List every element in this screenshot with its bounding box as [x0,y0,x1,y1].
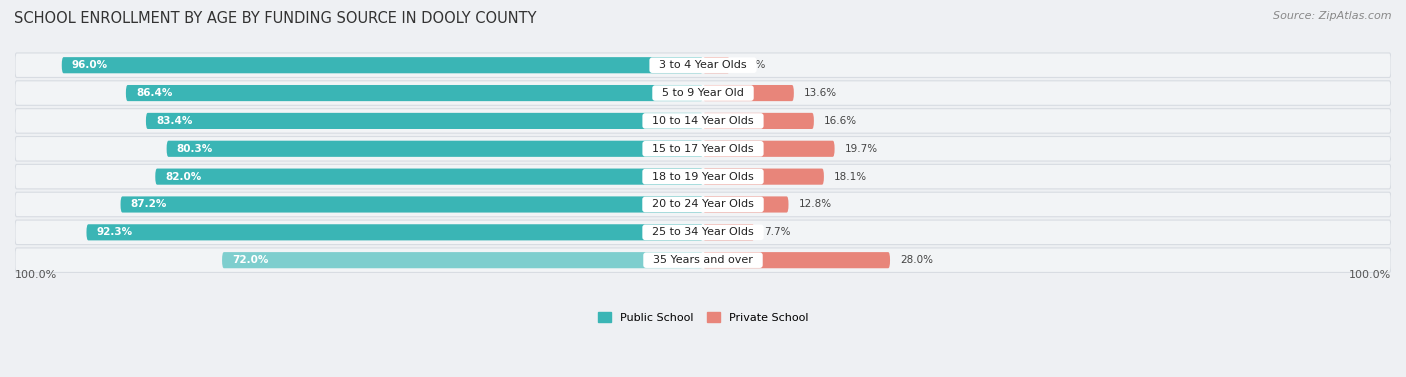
FancyBboxPatch shape [703,141,835,157]
Text: 80.3%: 80.3% [177,144,212,154]
FancyBboxPatch shape [15,136,1391,161]
FancyBboxPatch shape [15,81,1391,105]
FancyBboxPatch shape [146,113,703,129]
Text: 4.0%: 4.0% [740,60,766,70]
FancyBboxPatch shape [15,53,1391,77]
Text: 96.0%: 96.0% [72,60,108,70]
Text: 12.8%: 12.8% [799,199,831,210]
Text: 35 Years and over: 35 Years and over [647,255,759,265]
FancyBboxPatch shape [15,220,1391,245]
FancyBboxPatch shape [62,57,703,73]
Text: 10 to 14 Year Olds: 10 to 14 Year Olds [645,116,761,126]
FancyBboxPatch shape [703,85,794,101]
FancyBboxPatch shape [127,85,703,101]
Text: Source: ZipAtlas.com: Source: ZipAtlas.com [1274,11,1392,21]
Legend: Public School, Private School: Public School, Private School [593,308,813,327]
FancyBboxPatch shape [703,169,824,185]
Text: 86.4%: 86.4% [136,88,173,98]
FancyBboxPatch shape [703,252,890,268]
FancyBboxPatch shape [703,224,755,241]
Text: 15 to 17 Year Olds: 15 to 17 Year Olds [645,144,761,154]
FancyBboxPatch shape [15,192,1391,217]
Text: 13.6%: 13.6% [804,88,837,98]
Text: 87.2%: 87.2% [131,199,167,210]
Text: 83.4%: 83.4% [156,116,193,126]
FancyBboxPatch shape [703,196,789,213]
FancyBboxPatch shape [703,113,814,129]
Text: 19.7%: 19.7% [845,144,877,154]
FancyBboxPatch shape [15,109,1391,133]
Text: 72.0%: 72.0% [232,255,269,265]
FancyBboxPatch shape [703,57,730,73]
Text: 7.7%: 7.7% [765,227,792,238]
Text: 25 to 34 Year Olds: 25 to 34 Year Olds [645,227,761,238]
FancyBboxPatch shape [15,164,1391,189]
Text: 18.1%: 18.1% [834,172,868,182]
Text: 16.6%: 16.6% [824,116,858,126]
Text: 20 to 24 Year Olds: 20 to 24 Year Olds [645,199,761,210]
Text: 82.0%: 82.0% [166,172,201,182]
FancyBboxPatch shape [167,141,703,157]
FancyBboxPatch shape [222,252,703,268]
Text: 100.0%: 100.0% [1348,270,1391,280]
FancyBboxPatch shape [155,169,703,185]
FancyBboxPatch shape [15,248,1391,273]
Text: SCHOOL ENROLLMENT BY AGE BY FUNDING SOURCE IN DOOLY COUNTY: SCHOOL ENROLLMENT BY AGE BY FUNDING SOUR… [14,11,537,26]
Text: 92.3%: 92.3% [97,227,132,238]
FancyBboxPatch shape [87,224,703,241]
Text: 100.0%: 100.0% [15,270,58,280]
FancyBboxPatch shape [121,196,703,213]
Text: 3 to 4 Year Olds: 3 to 4 Year Olds [652,60,754,70]
Text: 5 to 9 Year Old: 5 to 9 Year Old [655,88,751,98]
Text: 18 to 19 Year Olds: 18 to 19 Year Olds [645,172,761,182]
Text: 28.0%: 28.0% [900,255,934,265]
